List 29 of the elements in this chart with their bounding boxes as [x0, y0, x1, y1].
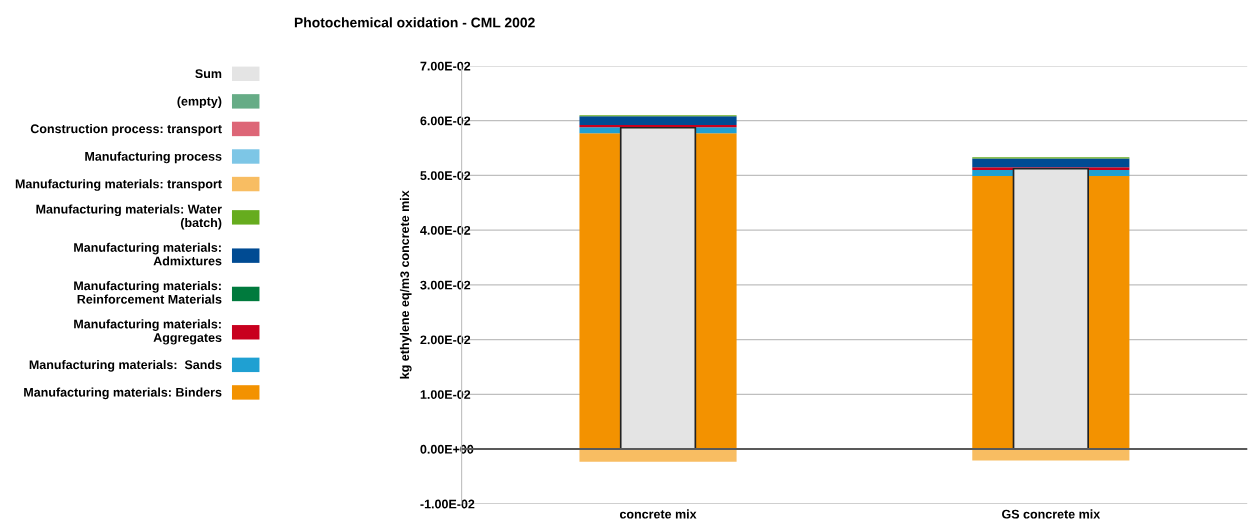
y-tick-label: 6.00E-02 [420, 116, 471, 126]
y-tick-label: -1.00E-02 [420, 499, 475, 509]
legend-label: Manufacturing process [85, 151, 222, 164]
legend-label: Manufacturing materials: Binders [24, 387, 222, 400]
legend-label: Manufacturing materials: Admixtures [74, 242, 222, 266]
bar [579, 125, 737, 128]
legend-label: (empty) [177, 96, 222, 109]
bar [972, 449, 1130, 461]
y-tick-label: 2.00E-02 [420, 335, 471, 345]
y-tick-label: 7.00E-02 [420, 61, 471, 71]
legend-label: Manufacturing materials: Water (batch) [36, 204, 222, 230]
legend-label: Manufacturing materials: transport [15, 179, 222, 191]
y-tick-label: 0.00E+00 [420, 444, 474, 454]
bar [972, 158, 1130, 168]
legend-label: Manufacturing materials: Sands [29, 359, 222, 372]
y-tick-label: 4.00E-02 [420, 225, 471, 235]
x-tick-label: GS concrete mix [1002, 509, 1101, 519]
bar [579, 449, 737, 462]
legend-label: Construction process: transport [30, 124, 222, 136]
legend-label: Manufacturing materials: Reinforcement Materials [74, 280, 222, 304]
y-tick-label: 5.00E-02 [420, 171, 471, 181]
y-axis-title: kg ethylene eq/m3 concrete mix [399, 190, 412, 379]
legend-label: Manufacturing materials: Aggregates [74, 319, 222, 345]
y-tick-label: 1.00E-02 [420, 390, 471, 399]
x-tick-label: concrete mix [619, 509, 697, 519]
legend-label: Sum [195, 69, 222, 79]
bar [579, 116, 737, 125]
chart-title: Photochemical oxidation - CML 2002 [294, 17, 535, 28]
y-tick-label: 3.00E-02 [420, 280, 471, 290]
